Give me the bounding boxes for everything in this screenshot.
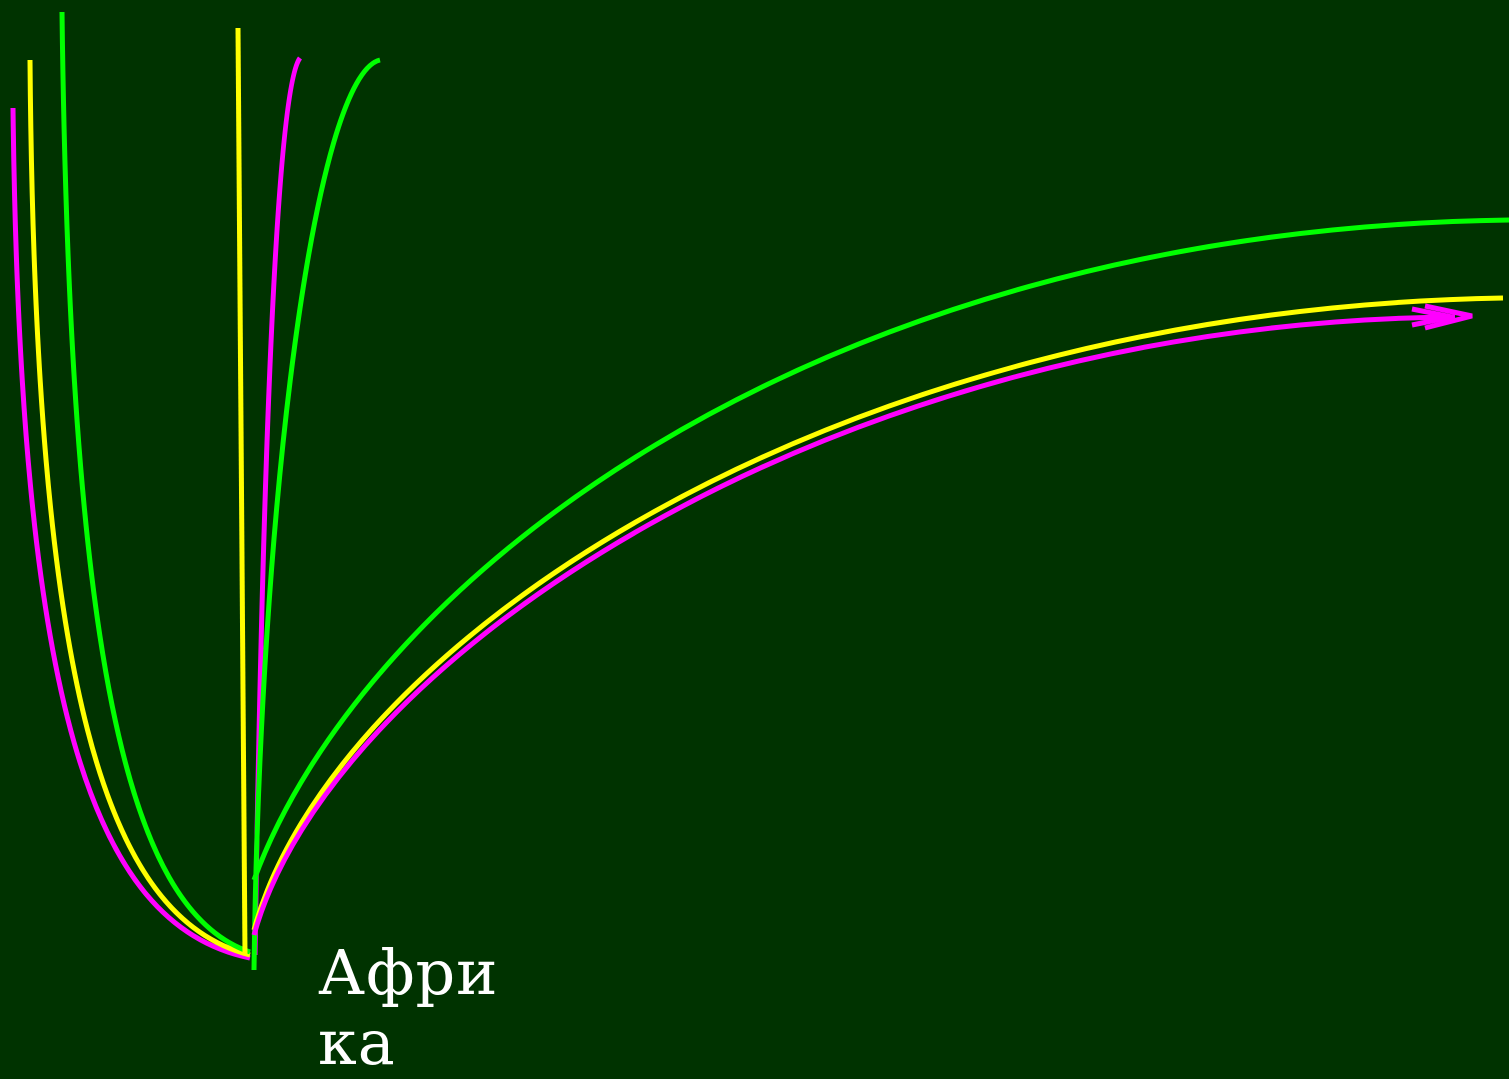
diagram-stage: Африка — [10, 11, 1509, 1078]
migration-diagram — [10, 11, 1509, 971]
right-green-long-curve — [251, 217, 1509, 881]
center-yellow-vertical — [235, 27, 248, 956]
center-green-branch — [251, 57, 381, 971]
right-yellow-long-curve — [251, 295, 1504, 931]
arrow-head-icon — [1411, 303, 1473, 331]
left-yellow-branch — [27, 59, 251, 958]
left-magenta-branch — [10, 107, 251, 961]
left-green-branch — [59, 11, 251, 955]
africa-label: Африка — [318, 936, 499, 1079]
right-magenta-arrow-curve — [251, 314, 1456, 936]
